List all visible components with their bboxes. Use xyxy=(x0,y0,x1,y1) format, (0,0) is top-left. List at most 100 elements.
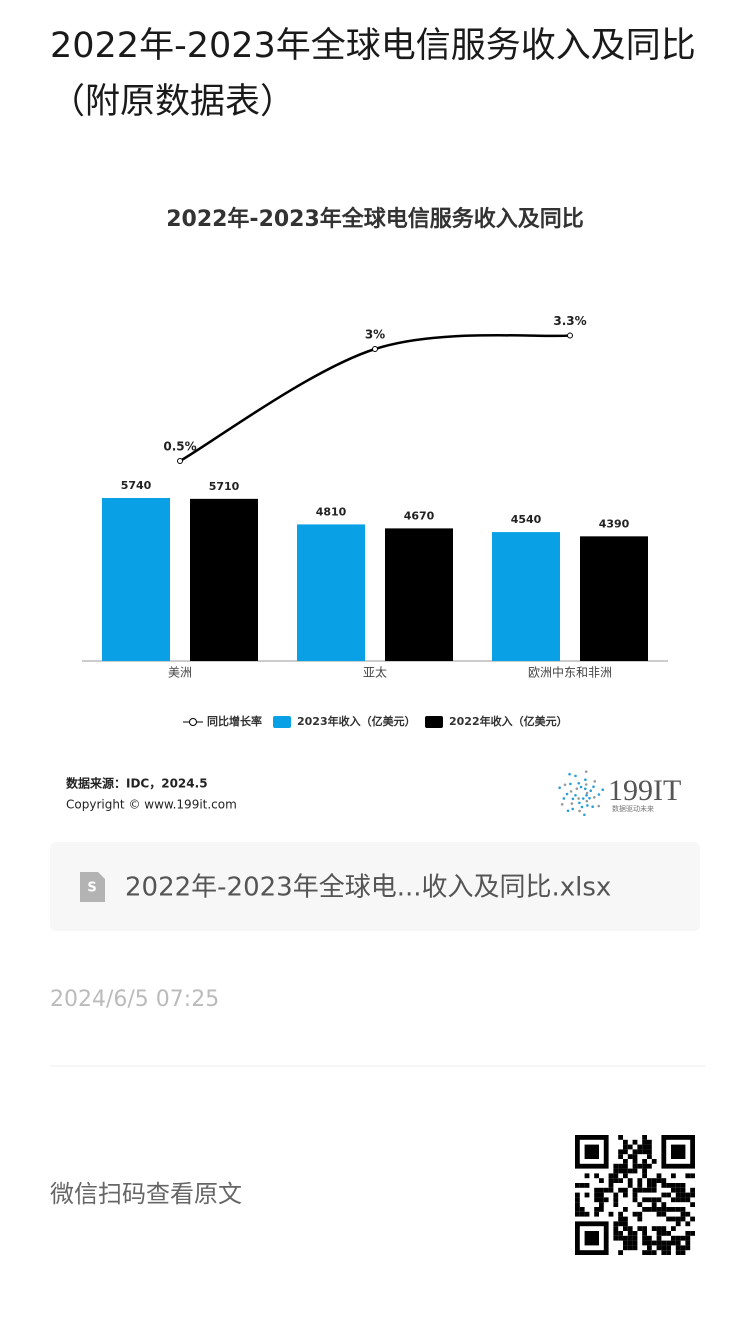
qr-module xyxy=(618,1231,623,1236)
qr-module xyxy=(642,1197,647,1203)
qr-module xyxy=(623,1240,628,1246)
qr-module xyxy=(671,1183,676,1188)
qr-module xyxy=(680,1216,686,1222)
qr-finder xyxy=(584,1231,599,1246)
qr-module xyxy=(675,1235,681,1241)
logo-dot xyxy=(597,804,601,808)
qr-module xyxy=(594,1187,599,1193)
qr-module xyxy=(623,1144,628,1150)
qr-module xyxy=(623,1139,628,1145)
legend-label: 2023年收入（亿美元） xyxy=(297,714,416,728)
qr-module xyxy=(647,1178,652,1183)
qr-module xyxy=(647,1197,652,1203)
qr-module xyxy=(632,1139,638,1145)
copyright: Copyright © www.199it.com xyxy=(66,798,237,812)
qr-module xyxy=(594,1192,599,1198)
qr-module xyxy=(642,1226,647,1231)
qr-module xyxy=(618,1235,623,1241)
qr-module xyxy=(575,1202,580,1207)
qr-module xyxy=(651,1202,657,1207)
qr-module xyxy=(656,1207,662,1212)
logo-text: 199IT xyxy=(608,774,681,807)
file-card[interactable] xyxy=(50,842,700,931)
qr-module xyxy=(642,1168,647,1174)
bar xyxy=(102,498,170,661)
bar xyxy=(190,498,258,661)
logo-dot xyxy=(585,794,588,797)
qr-module xyxy=(690,1202,695,1207)
qr-module xyxy=(666,1183,671,1188)
qr-code xyxy=(575,1135,695,1256)
logo-dot xyxy=(563,783,567,787)
qr-module xyxy=(642,1207,647,1212)
qr-module xyxy=(594,1173,599,1179)
line-point xyxy=(177,458,183,464)
logo-dot xyxy=(584,783,588,786)
qr-module xyxy=(651,1178,657,1183)
qr-module xyxy=(623,1235,628,1241)
qr-module xyxy=(627,1240,633,1246)
logo-dot xyxy=(588,796,591,800)
qr-module xyxy=(661,1207,667,1212)
file-name[interactable]: 2022年-2023年全球电...收入及同比.xlsx xyxy=(125,873,611,903)
qr-module xyxy=(632,1211,638,1217)
qr-module xyxy=(680,1187,686,1193)
qr-module xyxy=(675,1183,681,1188)
qr-module xyxy=(594,1211,599,1217)
qr-module xyxy=(680,1245,686,1251)
qr-module xyxy=(666,1245,671,1251)
qr-module xyxy=(599,1192,604,1198)
qr-module xyxy=(618,1135,623,1140)
qr-module xyxy=(647,1235,652,1241)
qr-module xyxy=(642,1240,647,1246)
qr-module xyxy=(613,1192,619,1198)
qr-module xyxy=(613,1197,619,1203)
logo-dot xyxy=(591,805,594,809)
qr-module xyxy=(671,1226,676,1231)
qr-module xyxy=(632,1231,638,1236)
qr-finder xyxy=(671,1144,686,1159)
qr-module xyxy=(675,1216,681,1222)
logo-dot xyxy=(593,780,597,783)
logo-dot xyxy=(568,772,571,776)
logo-dot xyxy=(601,788,605,792)
qr-module xyxy=(651,1187,657,1193)
qr-module xyxy=(675,1250,681,1255)
qr-module xyxy=(647,1144,652,1150)
logo-dot xyxy=(581,797,585,800)
qr-finder xyxy=(575,1135,609,1169)
qr-module xyxy=(603,1197,609,1203)
qr-module xyxy=(651,1207,657,1212)
qr-module xyxy=(661,1245,667,1251)
logo-dot xyxy=(583,787,587,791)
qr-module xyxy=(685,1173,691,1179)
logo-dot xyxy=(577,797,580,800)
qr-caption: 微信扫码查看原文 xyxy=(50,1180,242,1208)
qr-module xyxy=(685,1192,691,1198)
qr-module xyxy=(651,1240,657,1246)
logo-dot xyxy=(592,785,595,789)
logo-dot xyxy=(583,813,586,817)
bar xyxy=(385,528,453,661)
qr-module xyxy=(647,1154,652,1159)
qr-module xyxy=(680,1197,686,1203)
qr-module xyxy=(584,1192,590,1198)
qr-module xyxy=(666,1207,671,1212)
qr-module xyxy=(627,1178,633,1183)
qr-module xyxy=(594,1197,599,1203)
qr-module xyxy=(656,1240,662,1246)
x-tick-label: 欧洲中东和非洲 xyxy=(528,665,612,680)
logo-mark xyxy=(558,770,605,817)
qr-module xyxy=(623,1173,628,1179)
qr-module xyxy=(680,1250,686,1255)
source: 数据来源：IDC，2024.5 xyxy=(66,776,208,791)
qr-module xyxy=(685,1245,691,1251)
logo-dot xyxy=(586,804,589,807)
qr-module xyxy=(642,1159,647,1164)
legend-label: 同比增长率 xyxy=(207,714,262,728)
qr-module xyxy=(671,1235,676,1241)
qr-module xyxy=(613,1178,619,1183)
qr-module xyxy=(618,1149,623,1155)
qr-module xyxy=(671,1197,676,1203)
qr-module xyxy=(632,1240,638,1246)
